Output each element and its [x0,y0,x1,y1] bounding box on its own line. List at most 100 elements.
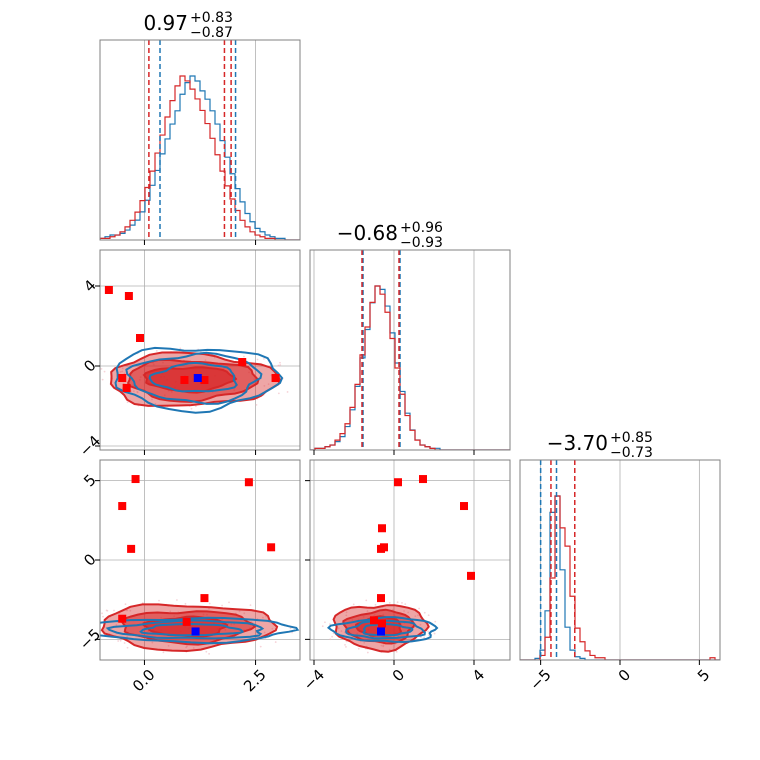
sample-point [403,610,405,612]
sample-point [105,609,108,612]
sample-point [277,392,280,395]
panel-title-value: −3.70 [547,431,608,455]
marker-red [370,616,378,625]
marker-blue [193,374,202,382]
marker-red [104,286,113,294]
sample-point [97,386,99,388]
scatter-panel-0 [89,250,300,450]
panel-frame [309,249,511,451]
scatter-panel-1 [87,460,300,660]
sample-point [123,642,126,644]
x-tick-label: −5 [526,666,554,694]
sample-point [126,401,129,404]
sample-point [407,611,410,614]
panel-title-plus: +0.96 [400,220,443,236]
marker-red [378,619,386,628]
sample-point [100,367,103,370]
sample-point [357,647,360,650]
hist-panel-2 [520,460,720,660]
x-tick-label: 0 [389,666,408,685]
sample-point [419,623,422,626]
marker-blue [377,627,385,636]
histogram-blue [100,75,300,240]
histogram-red [520,495,720,660]
sample-point [103,370,106,373]
sample-point [154,402,157,405]
panel-title-minus: −0.93 [400,235,443,251]
marker-red [238,358,247,366]
panel-title-minus: −0.87 [190,25,233,41]
sample-point [129,609,132,612]
sample-point [265,615,267,618]
panel-frame [99,39,301,241]
sample-point [392,608,394,611]
sample-point [228,601,230,604]
sample-point [423,636,426,639]
sample-point [324,621,326,624]
sample-point [418,607,421,610]
marker-red [87,572,95,580]
contour-blue [105,619,265,640]
sample-point [115,624,118,626]
sample-point [374,603,377,606]
sample-point [208,607,210,610]
sample-point [434,620,437,623]
histogram-red [310,285,510,450]
sample-point [321,625,324,628]
sample-point [277,364,280,367]
sample-point [101,612,103,615]
sample-point [345,640,348,643]
sample-point [366,651,369,654]
sample-point [205,650,208,653]
x-tick-label: 5 [694,666,713,685]
marker-red [118,614,127,623]
sample-point [263,631,266,634]
sample-point [414,615,417,618]
sample-point [286,391,289,393]
histogram-red [100,75,300,240]
marker-red [136,334,144,342]
panel-title-plus: +0.85 [610,430,653,446]
sample-point [155,349,158,352]
sample-point [337,627,340,630]
sample-point [102,615,104,618]
marker-red [200,594,209,603]
sample-point [121,367,124,370]
sample-point [254,372,257,375]
panel-frame [99,249,301,451]
contour-blue [326,616,439,644]
sample-point [279,364,282,366]
marker-red [467,571,475,580]
sample-point [417,614,419,617]
x-tick-label: 0 [615,666,634,685]
sample-point [184,602,187,605]
sample-point [395,650,398,653]
panel-title-plus: +0.83 [190,10,233,26]
sample-point [162,651,165,654]
sample-point [169,610,172,613]
sample-point [113,609,115,612]
sample-point [256,358,259,361]
sample-point [289,627,292,630]
contour-blue [148,361,238,393]
sample-point [243,612,246,615]
marker-red [244,478,253,487]
marker-red [200,376,209,384]
sample-point [380,644,383,647]
sample-point [221,604,224,607]
sample-point [119,371,122,373]
panel-title-value: 0.97 [143,11,188,35]
x-tick-label: 4 [469,666,488,685]
sample-point [119,639,122,642]
marker-red [377,544,385,553]
sample-point [345,646,347,648]
contour-blue [100,616,300,645]
hist-panel-0 [100,40,300,240]
sample-point [89,388,91,390]
sample-point [344,643,346,646]
marker-red [131,475,140,484]
sample-point [331,635,334,638]
contour-blue [362,622,414,637]
marker-red [377,594,385,603]
